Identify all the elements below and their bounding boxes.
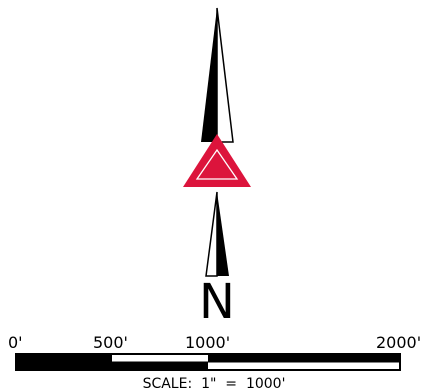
scale-caption: SCALE: 1" = 1000'	[143, 376, 286, 392]
scale-segment-top-3	[208, 354, 400, 362]
scale-tick-label: 1000'	[185, 333, 230, 352]
scale-segment-bottom-2	[112, 362, 208, 370]
south-needle-light-half	[205, 191, 218, 277]
north-arrow-icon: N	[183, 7, 251, 330]
scale-tick-label: 2000'	[376, 333, 421, 352]
scale-tick-label: 0'	[8, 333, 23, 352]
scale-tick-label: 500'	[93, 333, 128, 352]
scale-segment-top-1	[16, 354, 112, 362]
scale-bar: 0' 500' 1000' 2000' SCALE: 1" = 1000'	[8, 333, 421, 392]
scale-segment-bottom-1	[16, 362, 112, 370]
north-letter: N	[199, 274, 235, 330]
north-needle-light-half	[216, 7, 234, 143]
north-arrow-triangle-inner-outline	[195, 148, 239, 180]
south-needle-dark-half	[217, 192, 229, 276]
north-needle-dark-half	[201, 8, 217, 142]
